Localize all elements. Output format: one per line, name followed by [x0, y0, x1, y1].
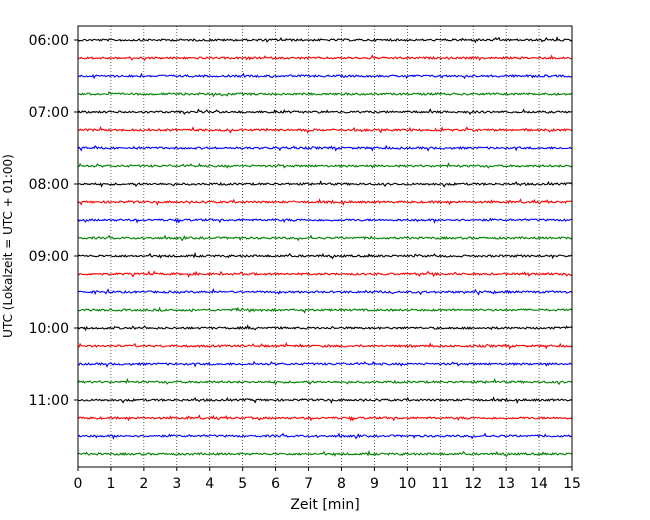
- trace-0630: [77, 72, 573, 80]
- x-tick-label: 14: [530, 476, 548, 492]
- trace-1030: [77, 360, 573, 368]
- x-tick-label: 11: [431, 476, 449, 492]
- x-tick-label: 15: [563, 476, 581, 492]
- x-tick-label: 4: [205, 476, 214, 492]
- trace-1000: [77, 324, 573, 332]
- trace-1100: [77, 396, 573, 405]
- x-axis-label: Zeit [min]: [290, 497, 359, 513]
- trace-1015: [77, 342, 573, 350]
- x-tick-label: 6: [271, 476, 280, 492]
- trace-1115: [77, 414, 573, 422]
- x-axis: 0 1 2 3 4 5 6 7 8 9 10 11 12 13 14 15: [74, 467, 581, 492]
- trace-1130: [77, 432, 573, 440]
- trace-0745: [77, 161, 573, 169]
- trace-0615: [77, 54, 573, 62]
- y-tick-label: 10:00: [29, 321, 69, 337]
- x-tick-label: 0: [74, 476, 83, 492]
- trace-0900: [77, 251, 573, 260]
- y-tick-label: 08:00: [29, 177, 69, 193]
- x-tick-label: 7: [304, 476, 313, 492]
- trace-0845: [77, 234, 573, 242]
- y-axis: 06:00 07:00 08:00 09:00 10:00 11:00: [29, 33, 78, 409]
- x-tick-label: 8: [337, 476, 346, 492]
- x-tick-label: 3: [172, 476, 181, 492]
- traces: [77, 36, 573, 458]
- trace-0915: [77, 270, 573, 278]
- trace-1145: [77, 449, 573, 458]
- x-tick-label: 5: [238, 476, 247, 492]
- x-tick-label: 10: [398, 476, 416, 492]
- y-tick-label: 09:00: [29, 249, 69, 265]
- y-tick-label: 11:00: [29, 393, 69, 409]
- x-tick-label: 13: [497, 476, 515, 492]
- y-tick-label: 06:00: [29, 33, 69, 49]
- x-tick-label: 12: [464, 476, 482, 492]
- x-tick-label: 1: [106, 476, 115, 492]
- x-tick-label: 2: [139, 476, 148, 492]
- trace-0715: [77, 125, 573, 134]
- trace-0800: [77, 179, 573, 188]
- trace-0700: [77, 108, 573, 116]
- x-tick-label: 9: [370, 476, 379, 492]
- trace-1045: [77, 377, 573, 386]
- y-axis-label: UTC (Lokalzeit = UTC + 01:00): [1, 154, 15, 338]
- plot-background: [78, 26, 572, 467]
- plot-frame: [77, 25, 573, 468]
- y-tick-label: 07:00: [29, 105, 69, 121]
- trace-0815: [77, 198, 573, 207]
- trace-0830: [77, 217, 573, 224]
- trace-0730: [77, 144, 573, 152]
- trace-0945: [77, 306, 573, 314]
- trace-0600: [77, 36, 573, 44]
- trace-0645: [77, 90, 573, 98]
- trace-0930: [77, 287, 573, 296]
